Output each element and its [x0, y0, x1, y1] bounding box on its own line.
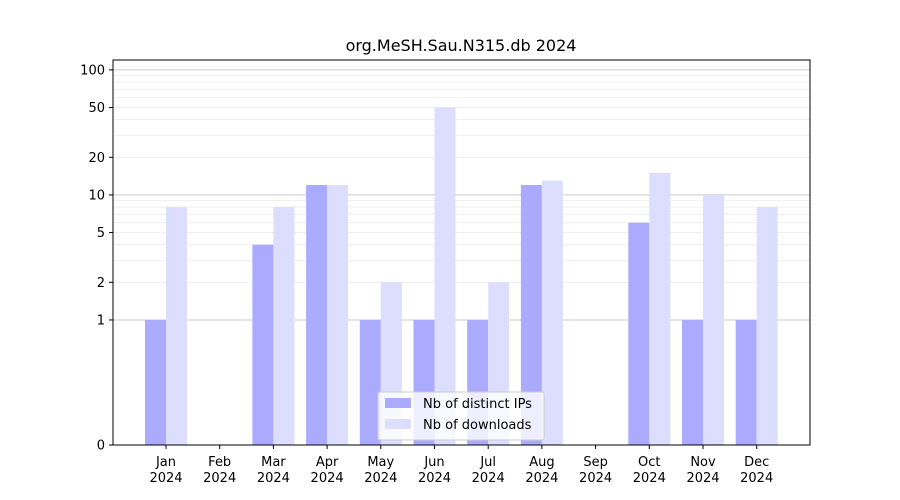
bar-distinct-ips-aug [520, 185, 542, 445]
x-tick-label-year: 2024 [686, 471, 719, 486]
bar-distinct-ips-jan [145, 319, 166, 445]
x-tick-label-month: Jun [423, 455, 444, 470]
x-tick-label-month: Jan [155, 455, 176, 470]
y-tick-label: 10 [88, 188, 105, 203]
legend-label-downloads: Nb of downloads [423, 418, 532, 433]
x-tick-label-year: 2024 [364, 471, 397, 486]
x-tick-label-month: Feb [208, 455, 231, 470]
x-tick-label-month: Sep [583, 455, 608, 470]
x-tick-label-month: Dec [744, 455, 769, 470]
x-tick-label-month: Jul [479, 455, 496, 470]
y-tick-label: 50 [88, 101, 105, 116]
x-tick-label-year: 2024 [525, 471, 558, 486]
bar-distinct-ips-mar [252, 244, 274, 445]
x-tick-label-year: 2024 [633, 471, 666, 486]
bar-downloads-jun [434, 107, 456, 446]
x-tick-label-year: 2024 [149, 471, 182, 486]
x-tick-label-year: 2024 [203, 471, 236, 486]
bars [145, 107, 778, 446]
bar-downloads-apr [327, 185, 349, 445]
legend-box [377, 391, 545, 441]
bar-distinct-ips-dec [735, 319, 757, 445]
bar-downloads-jan [166, 207, 187, 445]
x-tick-label-year: 2024 [579, 471, 612, 486]
x-tick-label-year: 2024 [257, 471, 290, 486]
plot-frame [112, 59, 811, 446]
bar-downloads-nov [703, 194, 724, 445]
legend-swatch-distinct-ips [385, 398, 411, 408]
y-tick-label: 20 [88, 151, 105, 166]
y-tick-label: 0 [97, 439, 105, 454]
legend-label-distinct-ips: Nb of distinct IPs [423, 397, 532, 412]
bar-distinct-ips-may [359, 319, 381, 445]
x-tick-label-year: 2024 [311, 471, 344, 486]
y-tick-label: 5 [97, 226, 105, 241]
x-tick-label-month: Apr [316, 455, 339, 470]
y-axis: 0 1 2 5 10 20 50 100 [80, 63, 113, 454]
x-tick-label-year: 2024 [472, 471, 505, 486]
x-tick-label-month: Oct [638, 455, 660, 470]
bar-downloads-aug [541, 180, 563, 445]
grid [113, 69, 810, 321]
x-tick-label-month: Nov [690, 455, 716, 470]
bar-distinct-ips-oct [628, 222, 650, 445]
bar-distinct-ips-nov [682, 319, 703, 445]
bar-downloads-dec [756, 207, 778, 445]
bar-distinct-ips-apr [306, 185, 328, 445]
x-tick-label-month: Aug [529, 455, 554, 470]
y-tick-label: 100 [80, 63, 105, 78]
y-tick-label: 2 [97, 276, 105, 291]
x-tick-label-year: 2024 [418, 471, 451, 486]
bar-downloads-oct [649, 172, 671, 445]
legend-swatch-downloads [385, 419, 411, 429]
x-tick-label-month: May [367, 455, 394, 470]
legend: Nb of distinct IPs Nb of downloads [377, 391, 545, 441]
x-axis: Jan2024Feb2024Mar2024Apr2024May2024Jun20… [149, 445, 773, 486]
x-tick-label-year: 2024 [740, 471, 773, 486]
chart-title: org.MeSH.Sau.N315.db 2024 [346, 36, 577, 55]
x-tick-label-month: Mar [261, 455, 286, 470]
y-tick-label: 1 [97, 313, 105, 328]
bar-downloads-mar [273, 207, 295, 445]
